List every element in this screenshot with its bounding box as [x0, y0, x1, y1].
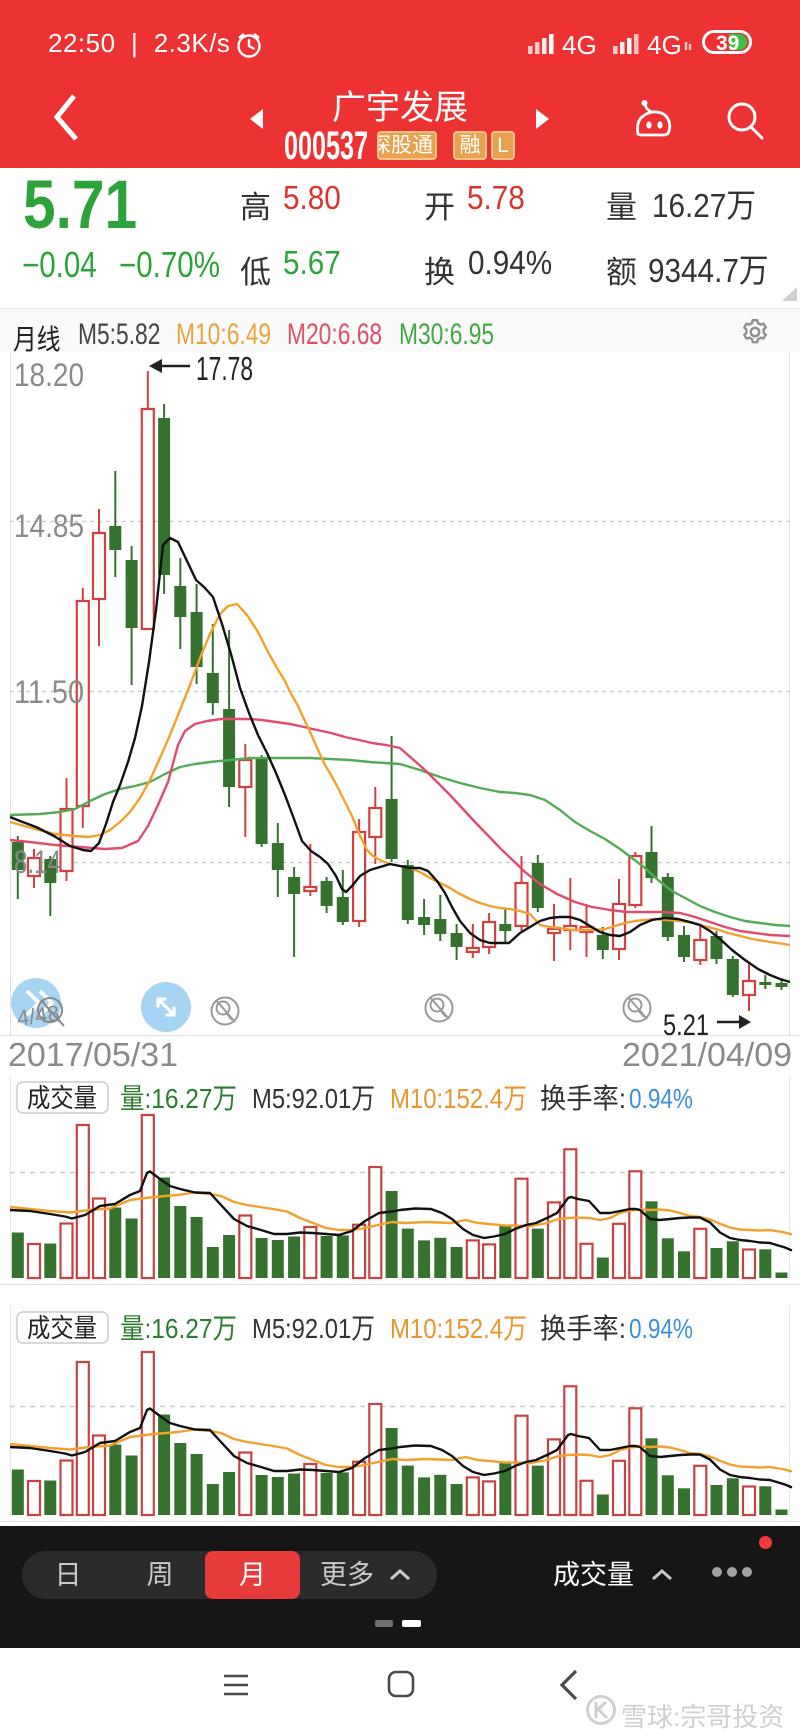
svg-text:39: 39 — [716, 32, 739, 54]
svg-text:4G: 4G — [562, 30, 597, 58]
svg-text:5.21: 5.21 — [663, 1009, 709, 1042]
svg-text:成交量: 成交量 — [27, 1083, 97, 1113]
svg-text:14.85: 14.85 — [14, 508, 84, 544]
svg-text:2017/05/31: 2017/05/31 — [8, 1036, 178, 1073]
svg-text:2021/04/09: 2021/04/09 — [622, 1036, 792, 1073]
svg-text:换手率:: 换手率: — [540, 1083, 626, 1114]
svg-text:8.14: 8.14 — [14, 844, 61, 880]
svg-text:0.94%: 0.94% — [629, 1083, 693, 1114]
svg-text:换手率:: 换手率: — [540, 1313, 626, 1344]
svg-text:M5:92.01万: M5:92.01万 — [252, 1083, 375, 1114]
svg-text:量:16.27万: 量:16.27万 — [120, 1313, 237, 1344]
svg-text:M5:92.01万: M5:92.01万 — [252, 1313, 375, 1344]
svg-text:17.78: 17.78 — [196, 350, 253, 387]
svg-text:18.20: 18.20 — [14, 357, 84, 393]
svg-text:成交量: 成交量 — [27, 1313, 97, 1343]
svg-text:M10:152.4万: M10:152.4万 — [390, 1313, 527, 1344]
svg-text:11.50: 11.50 — [14, 674, 84, 710]
svg-text:M10:152.4万: M10:152.4万 — [390, 1083, 527, 1114]
svg-text:4G: 4G — [647, 30, 682, 58]
svg-text:0.94%: 0.94% — [629, 1313, 693, 1344]
svg-text:量:16.27万: 量:16.27万 — [120, 1083, 237, 1114]
